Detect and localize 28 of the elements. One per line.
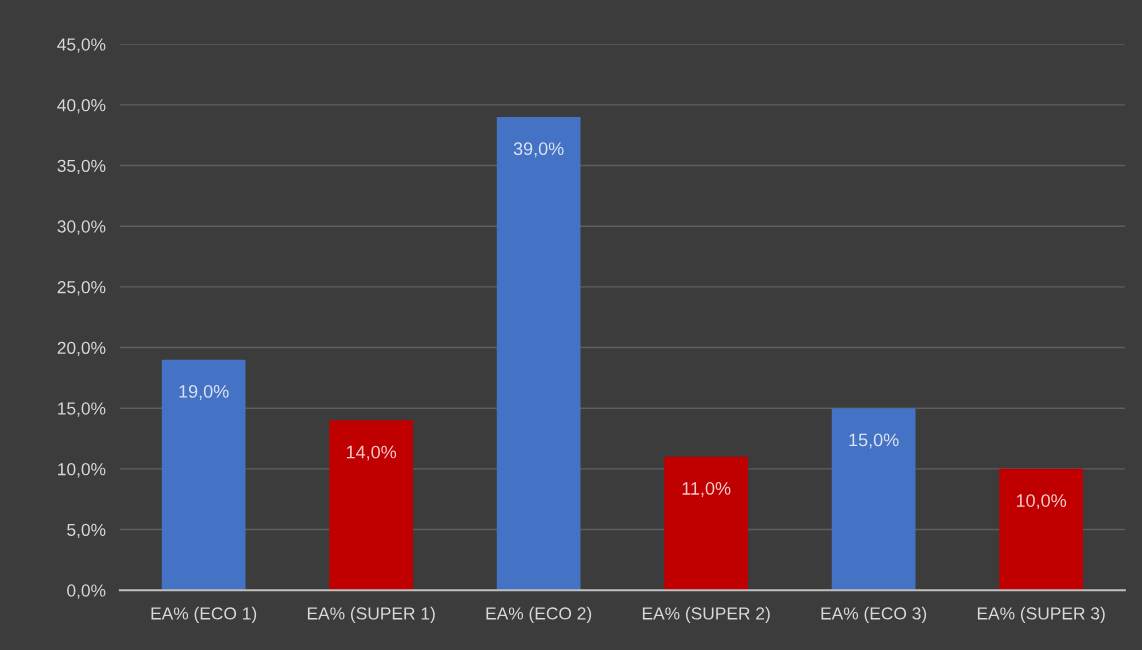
x-tick-label: EA% (ECO 1) xyxy=(151,606,257,624)
y-tick-label: 25,0% xyxy=(57,281,106,296)
bar xyxy=(831,408,916,591)
x-tick-label: EA% (SUPER 1) xyxy=(307,606,435,624)
x-tick-label: EA% (ECO 3) xyxy=(821,606,927,624)
data-label: 11,0% xyxy=(682,482,731,497)
y-tick-label: 40,0% xyxy=(57,99,106,114)
y-tick-label: 35,0% xyxy=(57,159,106,175)
y-tick-label: 0,0% xyxy=(67,584,106,599)
y-tick-label: 20,0% xyxy=(57,341,106,357)
bar xyxy=(329,420,414,591)
bar xyxy=(664,456,749,591)
bar xyxy=(496,117,581,591)
y-tick-label: 5,0% xyxy=(67,523,106,539)
y-tick-label: 15,0% xyxy=(58,402,106,417)
data-label: 19,0% xyxy=(179,384,229,400)
data-label: 39,0% xyxy=(513,142,564,158)
data-label: 10,0% xyxy=(1016,494,1067,510)
bar xyxy=(999,468,1083,591)
x-tick-label: EA% (SUPER 2) xyxy=(642,606,770,624)
bar xyxy=(161,359,246,591)
data-label: 14,0% xyxy=(346,445,397,461)
data-label: 15,0% xyxy=(849,433,899,449)
x-tick-label: EA% (ECO 2) xyxy=(486,606,592,624)
y-tick-label: 30,0% xyxy=(57,220,106,235)
y-tick-label: 45,0% xyxy=(57,38,106,53)
x-tick-label: EA% (SUPER 3) xyxy=(977,606,1105,624)
y-tick-label: 10,0% xyxy=(58,463,106,478)
